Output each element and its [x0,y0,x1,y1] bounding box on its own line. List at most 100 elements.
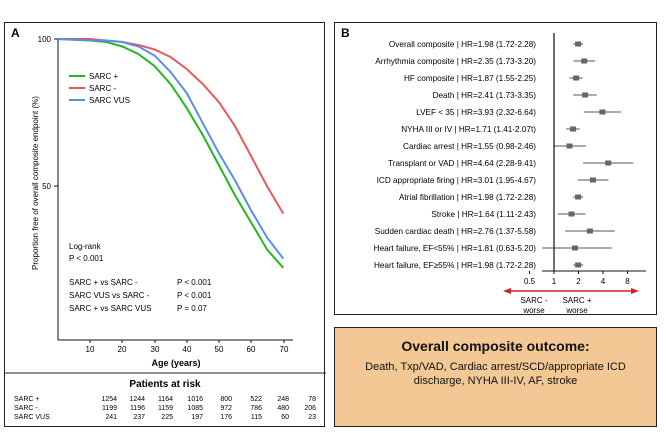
forest-hr-point [568,211,575,217]
km-xtick-label: 20 [118,345,127,354]
km-series-line [57,38,285,269]
km-stat-label: SARC + vs SARC - [69,278,138,287]
risk-count: 60 [281,414,289,421]
risk-count: 786 [250,405,262,412]
risk-count: 1164 [158,396,173,403]
risk-count: 1016 [187,396,203,403]
risk-count: 115 [251,414,262,421]
forest-x-tick-label: 1 [552,277,557,286]
forest-chart: B Overall composite | HR=1.98 (1.72-2.28… [341,26,646,315]
forest-row-label: Sudden cardiac death | HR=2.76 (1.37-5.5… [375,227,536,236]
forest-row-label: HF composite | HR=1.87 (1.55-2.25) [404,74,536,83]
arrow-right-icon [631,288,639,294]
risk-count: 1254 [101,396,117,403]
forest-row-label: NYHA III or IV | HR=1.71 (1.41-2.07t) [401,125,536,134]
arrow-left-icon [503,288,511,294]
risk-count: 1244 [129,396,145,403]
forest-right-direction-label: SARC + [562,296,591,305]
risk-count: 800 [220,396,232,403]
km-stat-p: P < 0.001 [177,291,212,300]
risk-count: 248 [277,396,289,403]
forest-hr-point [575,194,582,200]
forest-row-label: Transplant or VAD | HR=4.64 (2.28-9.41) [388,159,536,168]
forest-hr-point [575,41,582,47]
risk-count: 176 [220,414,232,421]
forest-rows: Overall composite | HR=1.98 (1.72-2.28) A… [374,40,634,270]
risk-count: 237 [133,414,145,421]
km-xtick-label: 60 [247,345,256,354]
km-xtick-label: 10 [86,345,95,354]
forest-row-label: Cardiac arrest | HR=1.55 (0.98-2.46) [403,142,536,151]
km-series-line [57,38,285,260]
forest-hr-point [582,92,589,98]
km-xtick-label: 70 [280,345,289,354]
risk-count: 972 [220,405,232,412]
risk-count: 1085 [187,405,203,412]
km-xtick-label: 30 [151,345,160,354]
km-chart: A 100 50 Proportion free of overall comp… [5,26,326,421]
outcome-box: Overall composite outcome: Death, Txp/VA… [334,327,657,427]
forest-x-tick-label: 2 [576,277,581,286]
forest-hr-point [581,58,588,64]
risk-row-label: SARC VUS [14,414,50,421]
forest-hr-point [599,109,606,115]
km-xlabel: Age (years) [151,358,200,368]
km-ytick-label-50: 50 [42,182,51,191]
forest-hr-point [573,75,580,81]
forest-row-label: Heart failure, EF<55% | HR=1.81 (0.63-5.… [374,244,537,253]
forest-x-tick-label: 8 [625,277,630,286]
outcome-text: Death, Txp/VAD, Cardiac arrest/SCD/appro… [365,361,626,387]
forest-hr-point [569,126,576,132]
km-stat-label: SARC + vs SARC VUS [69,304,151,313]
km-xtick-label: 50 [215,345,224,354]
risk-count: 522 [250,396,262,403]
km-stat-p: P = 0.07 [177,304,207,313]
risk-title: Patients at risk [129,379,201,390]
km-stat-label: SARC VUS vs SARC - [69,291,150,300]
risk-count: 197 [191,414,203,421]
forest-hr-point [575,262,582,268]
risk-row-label: SARC + [14,396,39,403]
km-legend-label: SARC + [89,72,118,81]
forest-left-direction-label: SARC - [520,296,547,305]
forest-row-label: Atrial fibrillation | HR=1.98 (1.72-2.28… [399,193,536,202]
forest-x-tick-label: 0.5 [524,277,536,286]
forest-hr-point [589,177,596,183]
km-curves [57,38,285,269]
forest-hr-point [586,228,593,234]
risk-count: 480 [277,405,289,412]
km-legend: SARC + SARC - SARC VUS [69,72,130,105]
forest-left-direction-label: worse [522,306,545,315]
forest-row-label: Heart failure, EF≥55% | HR=1.98 (1.72-2.… [374,261,536,270]
forest-row-label: LVEF < 35 | HR=3.93 (2.32-6.64) [416,108,536,117]
risk-count: 206 [304,405,316,412]
km-legend-label: SARC VUS [89,96,130,105]
risk-table: SARC + 1254 1244 1164 1016 800 522 248 78 SARC - 1… [14,396,316,421]
risk-count: 78 [308,396,316,403]
km-stat-p: P < 0.001 [177,278,212,287]
forest-row-label: Death | HR=2.41 (1.73-3.35) [433,91,537,100]
panel-b: B Overall composite | HR=1.98 (1.72-2.28… [334,22,657,315]
forest-hr-point [605,160,612,166]
km-logrank-p: P < 0.001 [69,254,104,263]
risk-count: 23 [308,414,316,421]
km-series-line [58,38,285,215]
risk-count: 225 [161,414,173,421]
km-xtick-label: 40 [183,345,192,354]
outcome-title: Overall composite outcome: [401,338,590,354]
forest-x-tick-label: 4 [601,277,606,286]
km-legend-label: SARC - [89,84,116,93]
km-ylabel: Proportion free of overall composite end… [31,96,40,270]
panel-a: A 100 50 Proportion free of overall comp… [4,22,326,427]
forest-hr-point [571,245,578,251]
forest-row-label: Overall composite | HR=1.98 (1.72-2.28) [389,40,536,49]
km-logrank-label: Log-rank [69,242,102,251]
forest-row-label: Stroke | HR=1.64 (1.11-2.43) [431,210,536,219]
forest-row-label: ICD appropriate firing | HR=3.01 (1.95-4… [377,176,537,185]
risk-count: 1159 [158,405,173,412]
risk-count: 1196 [130,405,145,412]
panel-a-label: A [11,26,20,40]
km-x-ticks: 10 20 30 40 50 60 70 [86,340,289,354]
panel-b-label: B [341,26,350,40]
